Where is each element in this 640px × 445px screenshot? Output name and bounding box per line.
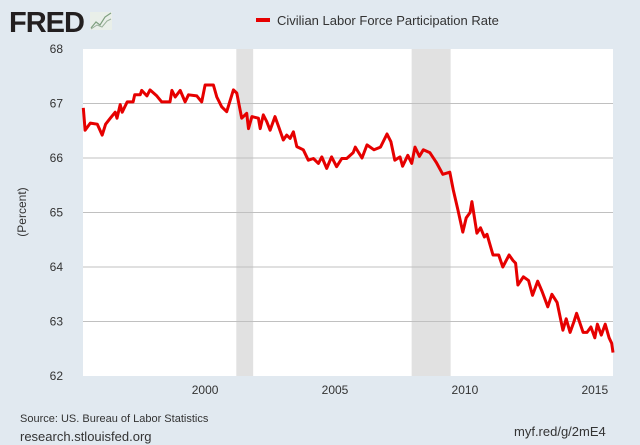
y-tick-label: 62 <box>50 369 64 383</box>
fred-logo-text: FRED <box>9 7 84 39</box>
y-axis-label: (Percent) <box>15 187 29 236</box>
y-tick-label: 68 <box>50 42 64 56</box>
short-link[interactable]: myf.red/g/2mE4 <box>514 424 606 439</box>
y-tick-label: 63 <box>50 315 64 329</box>
x-tick-label: 2010 <box>452 383 479 397</box>
y-tick-label: 64 <box>50 260 64 274</box>
x-tick-label: 2000 <box>192 383 219 397</box>
site-link[interactable]: research.stlouisfed.org <box>20 429 152 444</box>
y-tick-label: 67 <box>50 97 64 111</box>
fred-chart-icon <box>90 12 112 30</box>
x-tick-label: 2015 <box>581 383 608 397</box>
x-tick-label: 2005 <box>322 383 349 397</box>
y-tick-label: 66 <box>50 151 64 165</box>
y-tick-label: 65 <box>50 206 64 220</box>
fred-logo[interactable]: FRED <box>9 7 112 39</box>
source-text: Source: US. Bureau of Labor Statistics <box>20 413 209 425</box>
legend: Civilian Labor Force Participation Rate <box>256 13 499 28</box>
legend-label: Civilian Labor Force Participation Rate <box>277 13 499 28</box>
